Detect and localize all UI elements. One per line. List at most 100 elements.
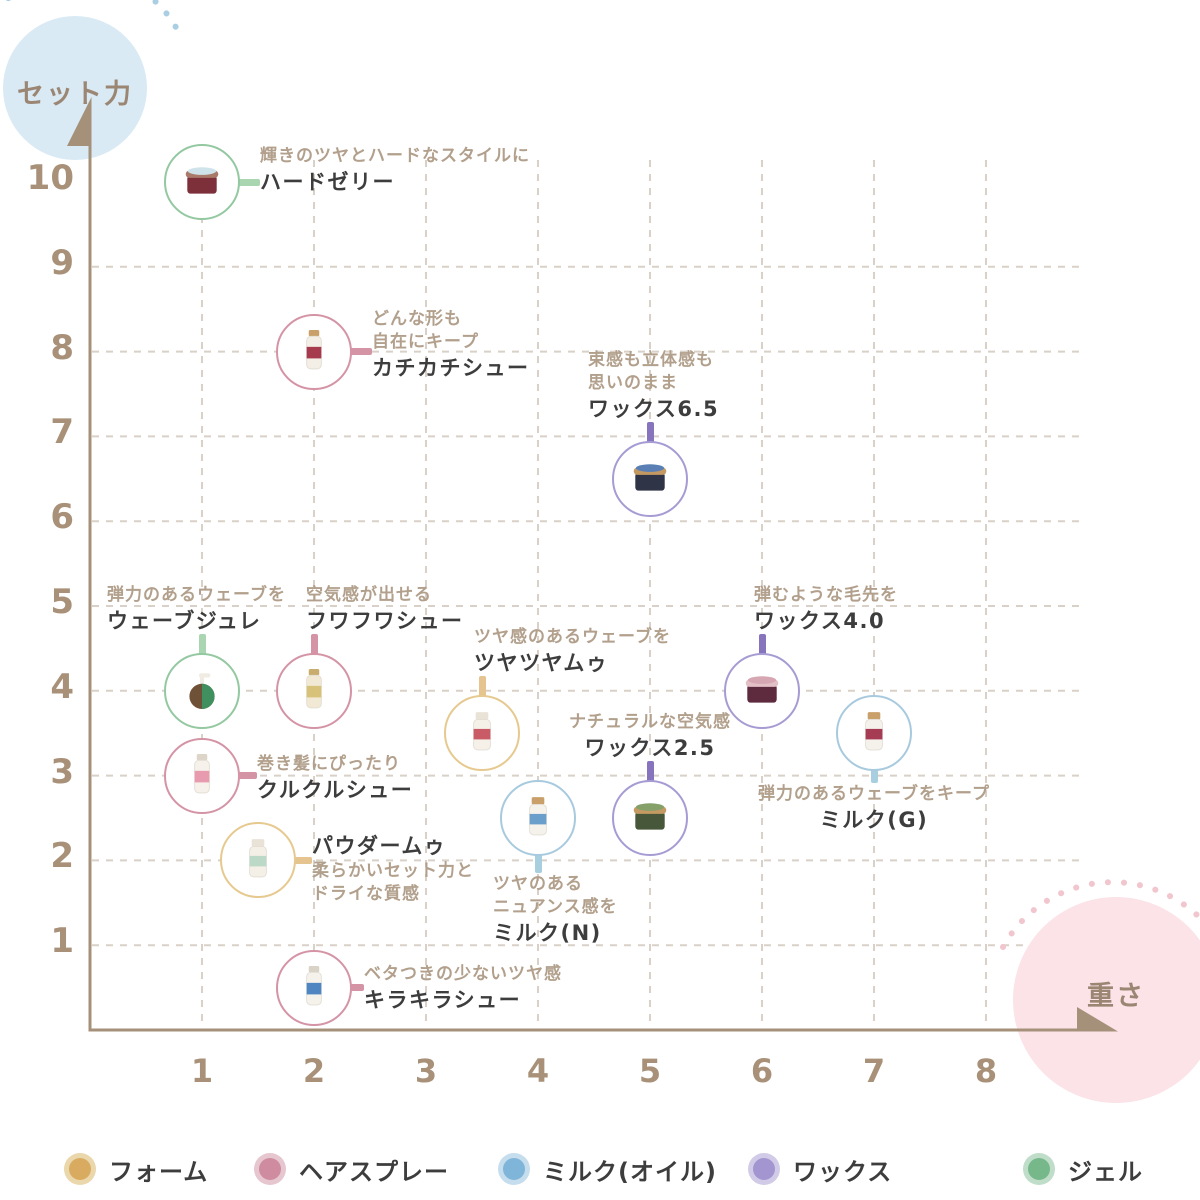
x-axis-bubble xyxy=(1013,897,1200,1103)
product-name: カチカチシュー xyxy=(372,355,530,380)
legend-label: フォーム xyxy=(109,1157,209,1186)
product-icon xyxy=(293,965,335,1011)
product-point xyxy=(164,652,240,729)
legend-dot-ring xyxy=(748,1153,780,1185)
product-label: ツヤのある ニュアンス感を ミルク(N) xyxy=(493,873,618,947)
y-tick-label: 10 xyxy=(26,158,74,198)
product-name: ミルク(N) xyxy=(493,921,602,945)
y-axis-arrow xyxy=(67,97,92,146)
x-tick-label: 2 xyxy=(302,1052,326,1090)
legend-item-gel: ジェル xyxy=(1023,1152,1143,1186)
product-label: ナチュラルな空気感ワックス2.5 xyxy=(569,711,731,762)
x-tick-label: 5 xyxy=(638,1052,662,1090)
product-desc: どんな形も xyxy=(372,308,462,329)
y-tick-label: 7 xyxy=(50,412,74,453)
product-label: ベタつきの少ないツヤ感キラキラシュー xyxy=(364,963,562,1014)
product-desc: 柔らかいセット力と xyxy=(312,861,474,882)
product-name: ワックス6.5 xyxy=(588,396,720,421)
legend-item-foam: フォーム xyxy=(64,1152,208,1186)
product-desc: ベタつきの少ないツヤ感 xyxy=(364,963,562,984)
product-icon xyxy=(629,795,671,841)
product-icon xyxy=(181,668,223,714)
product-desc: ナチュラルな空気感 xyxy=(569,712,731,732)
product-desc: ドライな質感 xyxy=(312,884,420,905)
x-tick-label: 8 xyxy=(974,1052,998,1090)
x-tick-label: 1 xyxy=(190,1052,214,1090)
product-point xyxy=(220,822,296,899)
legend-dot xyxy=(69,1158,91,1180)
product-desc: 弾力のあるウェーブを xyxy=(107,584,286,605)
product-point xyxy=(164,737,240,814)
product-name: ワックス2.5 xyxy=(584,736,716,760)
product-label: ツヤ感のあるウェーブを ツヤツヤムゥ xyxy=(474,626,671,677)
product-label: 空気感が出せる フワフワシュー xyxy=(306,584,464,635)
connector-line xyxy=(294,856,312,864)
legend-label: ヘアスプレー xyxy=(299,1157,449,1186)
y-axis-bubble xyxy=(3,16,147,160)
product-label: パウダームゥ 柔らかいセット力と ドライな質感 xyxy=(312,832,474,906)
legend-dot xyxy=(503,1158,525,1180)
product-icon xyxy=(853,710,895,756)
product-icon xyxy=(741,668,783,714)
y-tick-label: 2 xyxy=(50,836,74,877)
legend-label: ジェル xyxy=(1068,1157,1143,1186)
x-tick-label: 6 xyxy=(750,1052,774,1090)
product-desc: 弾力のあるウェーブをキープ xyxy=(758,784,990,805)
product-icon xyxy=(461,710,503,756)
y-tick-label: 4 xyxy=(50,666,74,707)
product-label: 弾力のあるウェーブをウェーブジュレ xyxy=(107,584,286,635)
x-tick-label: 7 xyxy=(862,1052,886,1090)
legend-dot xyxy=(1028,1158,1050,1180)
product-desc: 自在にキープ xyxy=(372,331,479,352)
connector-line xyxy=(350,984,364,992)
legend-item-wax: ワックス xyxy=(748,1152,892,1186)
product-point xyxy=(612,780,688,856)
legend-dot-ring xyxy=(64,1153,96,1185)
product-label: どんな形も 自在にキープカチカチシュー xyxy=(372,308,530,382)
legend-dot-ring xyxy=(498,1153,530,1185)
legend-dot xyxy=(259,1158,281,1180)
x-tick-label: 4 xyxy=(526,1052,550,1090)
product-icon xyxy=(293,329,335,375)
product-icon xyxy=(629,456,671,502)
connector-line xyxy=(646,761,654,782)
connector-line xyxy=(198,633,206,655)
product-label: 束感も立体感も 思いのまま ワックス6.5 xyxy=(588,349,719,423)
product-icon xyxy=(181,753,223,799)
product-desc: 輝きのツヤとハードなスタイルに xyxy=(260,146,530,166)
x-tick-label: 3 xyxy=(414,1052,438,1090)
y-tick-label: 9 xyxy=(50,242,74,283)
product-name: クルクルシュー xyxy=(257,777,414,802)
product-desc: 空気感が出せる xyxy=(306,584,432,605)
product-desc: 思いのまま xyxy=(588,372,678,393)
product-point xyxy=(276,949,352,1026)
product-label: 弾力のあるウェーブをキープミルク(G) xyxy=(758,783,990,834)
x-axis-title: 重さ xyxy=(1087,981,1145,1012)
product-name: ワックス4.0 xyxy=(754,608,886,633)
connector-line xyxy=(534,854,542,873)
product-name: キラキラシュー xyxy=(364,987,522,1012)
connector-line xyxy=(238,772,257,780)
legend-label: ワックス xyxy=(793,1157,893,1186)
product-icon xyxy=(237,837,279,883)
connector-line xyxy=(238,178,260,186)
product-point xyxy=(500,780,576,856)
product-icon xyxy=(293,668,335,714)
product-point xyxy=(836,695,912,772)
product-icon xyxy=(517,795,559,841)
product-label: 弾むような毛先を ワックス4.0 xyxy=(754,584,898,635)
legend-dot xyxy=(753,1158,775,1180)
connector-line xyxy=(478,676,486,698)
product-name: パウダームゥ xyxy=(312,834,447,859)
legend-dot-ring xyxy=(1023,1153,1055,1185)
product-point xyxy=(276,652,352,729)
product-icon xyxy=(181,159,223,205)
y-tick-label: 1 xyxy=(50,921,74,962)
y-tick-label: 6 xyxy=(50,497,74,538)
product-name: ミルク(G) xyxy=(819,808,929,833)
product-desc: 巻き髪にぴったり xyxy=(257,753,401,774)
product-label: 輝きのツヤとハードなスタイルに ハードゼリー xyxy=(260,145,530,196)
product-name: ウェーブジュレ xyxy=(107,608,262,633)
